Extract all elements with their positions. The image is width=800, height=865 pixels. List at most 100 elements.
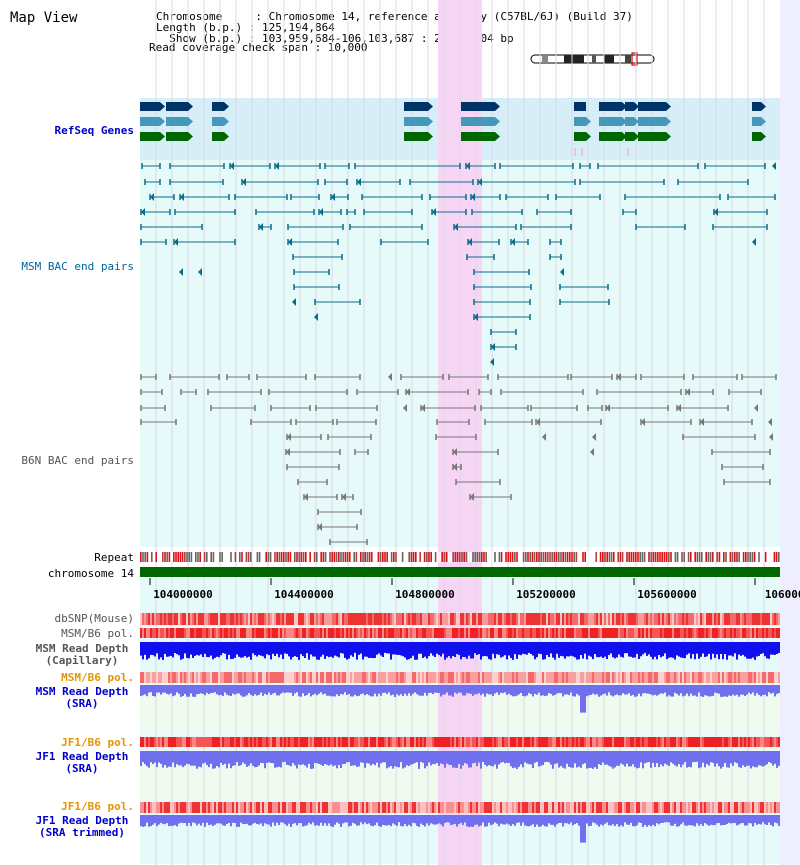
polymorphism-cell	[484, 613, 486, 625]
read-depth-bar	[466, 642, 468, 659]
repeat-element	[740, 552, 743, 562]
read-depth-bar	[144, 642, 146, 655]
polymorphism-cell	[266, 802, 268, 813]
polymorphism-cell	[406, 613, 408, 625]
polymorphism-cell	[630, 613, 632, 625]
read-depth-bar	[304, 815, 306, 826]
read-depth-bar	[360, 642, 362, 654]
polymorphism-cell	[308, 672, 310, 683]
read-depth-bar	[508, 815, 510, 825]
repeat-element	[758, 552, 760, 562]
polymorphism-cell	[656, 672, 658, 683]
polymorphism-cell	[530, 802, 532, 813]
repeat-element	[617, 552, 619, 562]
polymorphism-cell	[510, 737, 512, 747]
polymorphism-cell	[754, 802, 756, 813]
polymorphism-cell	[638, 628, 640, 638]
read-depth-bar	[480, 815, 482, 826]
repeat-element	[709, 552, 712, 562]
polymorphism-cell	[720, 737, 722, 747]
polymorphism-cell	[346, 802, 348, 813]
polymorphism-cell	[412, 613, 414, 625]
read-depth-bar	[318, 751, 320, 764]
polymorphism-cell	[288, 628, 290, 638]
polymorphism-cell	[258, 737, 260, 747]
polymorphism-cell	[454, 628, 456, 638]
polymorphism-cell	[342, 737, 344, 747]
polymorphism-cell	[402, 802, 404, 813]
read-depth-bar	[618, 751, 620, 766]
polymorphism-cell	[664, 737, 666, 747]
polymorphism-cell	[394, 802, 396, 813]
polymorphism-cell	[432, 802, 434, 813]
read-depth-bar	[346, 815, 348, 823]
read-depth-bar	[722, 642, 724, 660]
read-depth-bar	[364, 751, 366, 768]
gene-feature	[140, 102, 160, 111]
read-depth-bar	[178, 642, 180, 656]
repeat-element	[542, 552, 545, 562]
polymorphism-cell	[392, 737, 394, 747]
polymorphism-cell	[678, 672, 680, 683]
read-depth-bar	[726, 751, 728, 768]
polymorphism-cell	[662, 628, 664, 638]
polymorphism-cell	[630, 672, 632, 683]
polymorphism-cell	[594, 628, 596, 638]
read-depth-bar	[192, 685, 194, 697]
read-depth-bar	[338, 751, 340, 765]
polymorphism-cell	[560, 672, 562, 683]
read-depth-bar	[282, 685, 284, 693]
repeat-element	[615, 552, 617, 562]
polymorphism-cell	[182, 613, 184, 625]
read-depth-bar	[608, 751, 610, 766]
read-depth-bar	[312, 751, 314, 769]
polymorphism-cell	[574, 613, 576, 625]
read-depth-bar	[228, 815, 230, 823]
polymorphism-cell	[422, 737, 424, 747]
polymorphism-cell	[210, 613, 212, 625]
repeat-element	[170, 552, 173, 562]
read-depth-bar	[236, 685, 238, 694]
read-depth-bar	[282, 642, 284, 659]
read-depth-bar	[588, 642, 590, 656]
read-depth-bar	[212, 815, 214, 826]
read-depth-bar	[296, 751, 298, 769]
polymorphism-cell	[166, 628, 168, 638]
polymorphism-cell	[200, 628, 202, 638]
polymorphism-cell	[568, 628, 570, 638]
polymorphism-cell	[698, 672, 700, 683]
read-depth-bar	[458, 815, 460, 824]
read-depth-bar	[482, 642, 484, 657]
track-label-b6n-bac[interactable]: B6N BAC end pairs	[21, 454, 134, 467]
polymorphism-cell	[758, 737, 760, 747]
read-depth-bar	[474, 685, 476, 695]
read-depth-bar	[666, 751, 668, 765]
track-label-refseq[interactable]: RefSeq Genes	[54, 124, 134, 137]
read-depth-bar	[320, 815, 322, 823]
read-depth-bar	[592, 815, 594, 823]
read-depth-bar	[300, 815, 302, 823]
gene-strand-arrow	[634, 117, 639, 126]
polymorphism-cell	[242, 802, 244, 813]
read-depth-bar	[732, 751, 734, 766]
repeat-element	[597, 552, 600, 562]
read-depth-bar	[462, 685, 464, 696]
polymorphism-cell	[236, 613, 238, 625]
msm-bac-end	[275, 162, 279, 170]
polymorphism-cell	[390, 802, 392, 813]
polymorphism-cell	[646, 737, 648, 747]
read-depth-bar	[684, 815, 686, 826]
read-depth-bar	[308, 642, 310, 660]
polymorphism-cell	[508, 628, 510, 638]
polymorphism-cell	[554, 802, 556, 813]
msm-bac-end	[491, 343, 495, 351]
chromosome-ideogram[interactable]	[530, 52, 656, 66]
polymorphism-cell	[706, 672, 708, 683]
repeat-element	[351, 552, 353, 562]
polymorphism-cell	[448, 628, 450, 638]
polymorphism-cell	[576, 628, 578, 638]
polymorphism-cell	[274, 802, 276, 813]
track-label-msm-bac[interactable]: MSM BAC end pairs	[21, 260, 134, 273]
read-depth-bar	[426, 751, 428, 766]
